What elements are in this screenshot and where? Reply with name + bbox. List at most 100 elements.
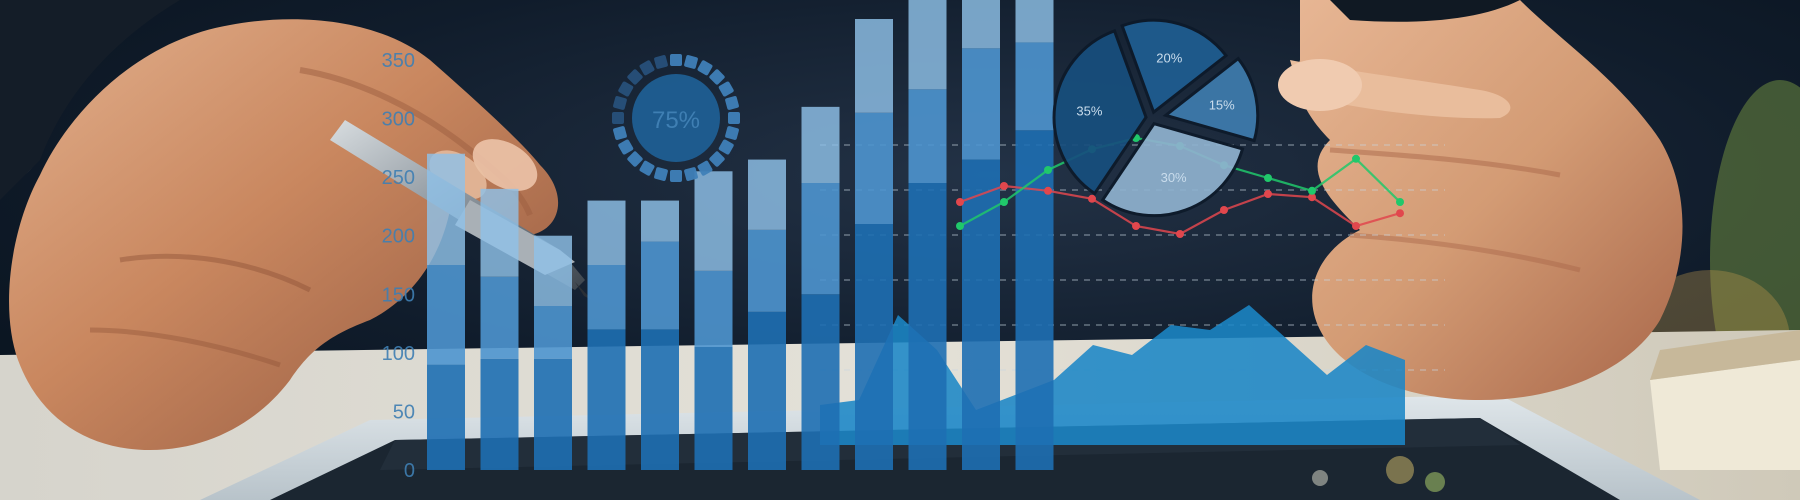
bar-segment xyxy=(801,294,840,470)
bar-segment xyxy=(480,358,519,470)
bar-segment xyxy=(748,159,786,230)
pie-slice xyxy=(1120,18,1229,115)
gauge-segment xyxy=(612,112,624,124)
green-series-line-point xyxy=(1396,198,1404,206)
pie-slice-label: 20% xyxy=(1156,50,1182,65)
red-series-line-point xyxy=(1088,194,1096,203)
bar-stack xyxy=(801,106,840,470)
gauge-segment xyxy=(670,170,682,182)
gauge-percent-label: 75% xyxy=(652,107,700,134)
bar-stack xyxy=(480,188,519,470)
bar-segment xyxy=(587,265,626,330)
gauge-segment xyxy=(627,151,643,167)
red-series-line-point xyxy=(1220,206,1228,214)
red-series-line-point xyxy=(1044,186,1052,195)
area-series xyxy=(820,305,1405,445)
bar-segment xyxy=(694,270,733,347)
gauge-segment xyxy=(654,55,668,69)
pie-slice xyxy=(1100,121,1245,218)
red-series-line-point xyxy=(1352,222,1360,230)
bar-segment xyxy=(587,200,626,265)
green-series-line-point xyxy=(1000,198,1008,206)
gauge-segment xyxy=(725,96,739,110)
bar-segment xyxy=(962,0,1000,49)
gauge-segment xyxy=(697,160,713,176)
bar-segment xyxy=(908,89,947,183)
bar-stack xyxy=(962,0,1000,471)
pie-slice xyxy=(1052,28,1148,196)
red-series-line-point xyxy=(956,198,964,206)
red-series-line-point xyxy=(1308,193,1316,202)
y-tick-label: 50 xyxy=(393,401,415,423)
overlay-bar-chart xyxy=(427,0,1054,471)
overlay-y-axis-ticks: 0 50 100 150 200 250 300 350 xyxy=(382,50,415,482)
gauge-segment xyxy=(639,160,655,176)
pie-slice-label: 15% xyxy=(1209,97,1235,112)
bar-stack xyxy=(534,235,572,470)
bar-segment xyxy=(908,183,947,470)
gauge-segment xyxy=(725,126,739,140)
bar-stack xyxy=(908,0,947,470)
gauge-segment xyxy=(613,96,627,110)
gauge-segment xyxy=(709,69,725,85)
red-series-line-point xyxy=(1132,222,1140,230)
y-tick-label: 0 xyxy=(404,460,415,482)
gauge-center xyxy=(632,74,720,162)
bar-segment xyxy=(962,48,1000,160)
y-tick-label: 150 xyxy=(382,284,415,306)
gauge-segment xyxy=(627,69,643,85)
green-series-line-point xyxy=(1044,166,1052,174)
pie-slice xyxy=(1162,56,1260,143)
bar-segment xyxy=(855,112,893,224)
y-tick-label: 250 xyxy=(382,167,415,189)
bar-segment xyxy=(748,311,786,470)
gauge-segment xyxy=(718,139,734,155)
bar-segment xyxy=(641,200,679,242)
gauge-segment xyxy=(639,60,655,76)
gauge-segment xyxy=(618,81,634,97)
bar-segment xyxy=(694,347,733,470)
bar-segment xyxy=(1015,130,1054,471)
bar-segment xyxy=(694,171,733,271)
y-tick-label: 350 xyxy=(382,50,415,72)
red-series-line-point xyxy=(1264,190,1272,198)
overlay-pie-chart: 20% 15% 30% 35% xyxy=(1052,18,1260,218)
bar-segment xyxy=(1015,0,1054,43)
bar-segment xyxy=(427,265,465,365)
y-tick-label: 300 xyxy=(382,109,415,131)
gauge-segment xyxy=(684,167,698,181)
bar-segment xyxy=(962,159,1000,471)
overlay-area-chart xyxy=(820,305,1405,445)
red-series-line-point xyxy=(1176,230,1184,238)
green-series-line-point xyxy=(1352,154,1360,163)
bar-segment xyxy=(427,153,465,265)
bar-segment xyxy=(801,183,840,295)
bar-segment xyxy=(534,358,572,470)
gauge-segment xyxy=(718,81,734,97)
gauge-segment xyxy=(709,151,725,167)
overlay-gauge: 75% xyxy=(612,54,740,182)
pie-slice-label: 30% xyxy=(1161,170,1187,185)
bar-segment xyxy=(1015,42,1054,131)
red-series-line-point xyxy=(1000,182,1008,190)
bar-segment xyxy=(480,188,519,277)
gauge-segment xyxy=(697,60,713,76)
gauge-segment xyxy=(684,55,698,69)
pie-slice-label: 35% xyxy=(1076,103,1102,118)
green-series-line-point xyxy=(1264,174,1272,182)
gauge-segment xyxy=(613,126,627,140)
green-series-line-point xyxy=(956,222,964,230)
y-tick-label: 200 xyxy=(382,226,415,248)
bar-segment xyxy=(641,329,679,470)
bar-stack xyxy=(587,200,626,470)
gauge-segment xyxy=(670,54,682,66)
bar-segment xyxy=(587,329,626,470)
gauge-segment xyxy=(618,139,634,155)
bar-stack xyxy=(641,200,679,470)
bar-segment xyxy=(801,106,840,183)
bar-stack xyxy=(748,159,786,470)
red-series-line-point xyxy=(1396,209,1404,218)
bar-segment xyxy=(534,235,572,306)
